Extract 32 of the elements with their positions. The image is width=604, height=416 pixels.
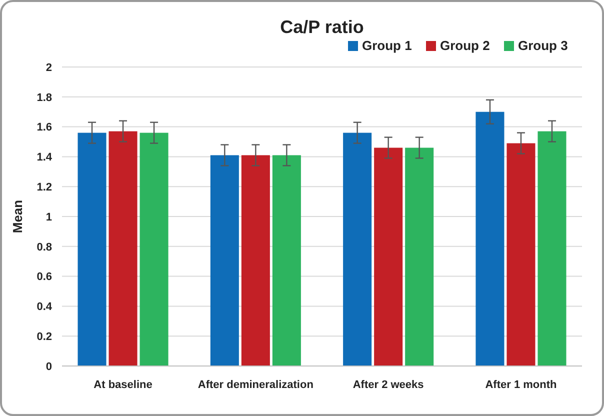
- chart-title: Ca/P ratio: [280, 17, 364, 37]
- bar: [506, 143, 536, 366]
- bar: [343, 132, 372, 366]
- y-tick-label: 2: [46, 62, 52, 74]
- bar: [538, 131, 566, 366]
- y-tick-label: 0.4: [36, 301, 53, 314]
- x-tick-label: At baseline: [94, 379, 152, 391]
- y-axis-title: Mean: [10, 200, 25, 234]
- bar: [476, 112, 504, 366]
- x-tick-label: After 1 month: [485, 379, 558, 391]
- x-tick-label: After 2 weeks: [352, 379, 424, 391]
- x-tick-label: After demineralization: [198, 379, 314, 391]
- y-tick-label: 1.2: [36, 181, 52, 194]
- bar: [108, 131, 138, 366]
- y-tick-label: 1.4: [36, 152, 53, 164]
- legend-label: Group 3: [518, 38, 568, 53]
- bar: [78, 132, 106, 366]
- y-tick-label: 0: [46, 360, 52, 373]
- y-tick-label: 0.8: [36, 241, 52, 254]
- bar: [405, 148, 434, 366]
- legend-label: Group 2: [440, 38, 490, 53]
- y-tick-label: 0.2: [36, 330, 52, 343]
- bar: [241, 155, 270, 366]
- y-tick-label: 1: [46, 211, 52, 224]
- bar: [140, 132, 168, 366]
- bar: [374, 148, 403, 366]
- bar: [272, 155, 301, 366]
- y-tick-label: 1.8: [36, 92, 52, 104]
- bar: [210, 155, 239, 366]
- y-tick-label: 1.6: [36, 122, 52, 134]
- legend-label: Group 1: [362, 38, 412, 53]
- y-tick-label: 0.6: [36, 271, 52, 284]
